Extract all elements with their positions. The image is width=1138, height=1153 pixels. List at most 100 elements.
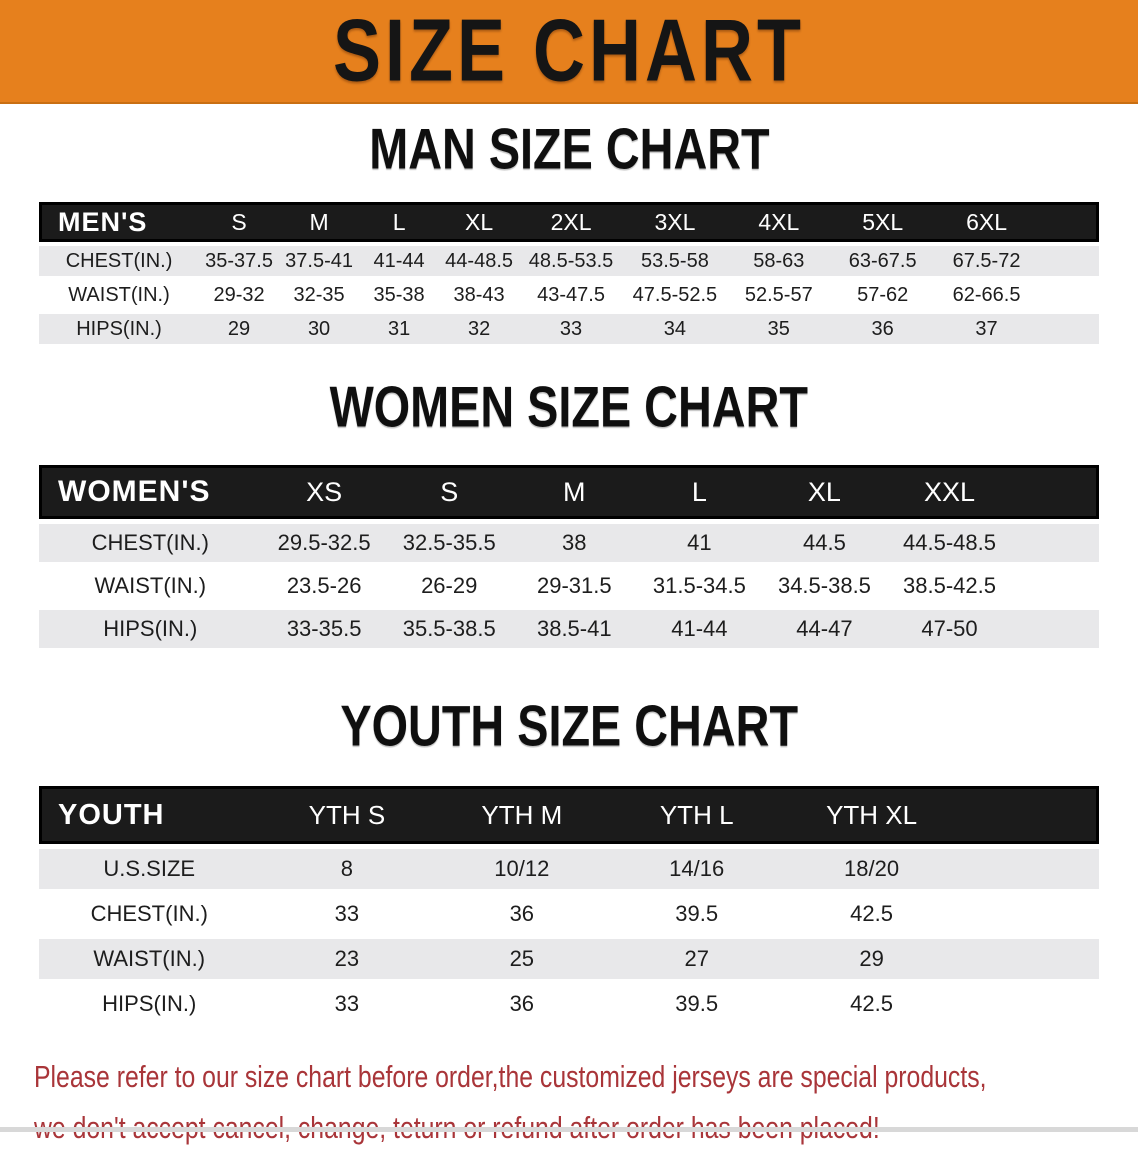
row-spacer [959,894,1099,934]
size-column-header: YTH L [609,786,785,844]
size-value: 23 [259,939,435,979]
measurement-row: WAIST(IN.) 23.5-26 26-29 29-31.5 31.5-34.5 34… [39,567,1099,605]
row-label: WAIST(IN.) [39,567,262,605]
disclaimer-line-1: Please refer to our size chart before or… [34,1059,987,1094]
youth-table-body: U.S.SIZE 8 10/12 14/16 18/20 CHEST(IN.) 33 36 39… [39,849,1099,1024]
men-heading-text: MAN SIZE CHART [368,118,770,182]
size-column-header: 4XL [726,202,831,242]
size-value: 23.5-26 [261,567,387,605]
size-value: 38.5-42.5 [886,567,1013,605]
size-value: 44.5-48.5 [886,524,1013,562]
women-section: WOMEN SIZE CHART WOMEN'S XS S M L XL XXL CHEST… [0,376,1138,653]
row-label: HIPS(IN.) [39,984,260,1024]
row-spacer [959,939,1099,979]
size-value: 44-48.5 [439,246,520,276]
row-label: U.S.SIZE [39,849,260,889]
size-column-header: XL [761,465,887,519]
size-value: 67.5-72 [934,246,1039,276]
size-value: 42.5 [784,894,960,934]
size-value: 25 [434,939,610,979]
bottom-strip [0,1127,1138,1132]
size-value: 38 [511,524,637,562]
women-size-table: WOMEN'S XS S M L XL XXL CHEST(IN.) 29.5-32.5 32.… [39,460,1099,653]
men-header-row: MEN'S S M L XL 2XL 3XL 4XL 5XL 6XL [39,202,1099,242]
size-column-header: XL [439,202,520,242]
size-column-header: YTH XL [784,786,960,844]
size-column-header: YTH S [259,786,435,844]
size-value: 31 [359,314,440,344]
row-spacer [959,849,1099,889]
banner: SIZE CHART [0,0,1138,104]
women-section-heading: WOMEN SIZE CHART [0,376,1138,440]
youth-section-heading: YOUTH SIZE CHART [0,695,1138,759]
size-value: 42.5 [784,984,960,1024]
measurement-row: U.S.SIZE 8 10/12 14/16 18/20 [39,849,1099,889]
size-value: 35-38 [359,280,440,310]
size-value: 10/12 [434,849,610,889]
size-value: 8 [259,849,435,889]
size-column-header: L [359,202,440,242]
size-column-header: XXL [886,465,1013,519]
row-label: CHEST(IN.) [39,894,260,934]
measurement-row: CHEST(IN.) 29.5-32.5 32.5-35.5 38 41 44.5 44.5… [39,524,1099,562]
size-value: 37.5-41 [279,246,360,276]
size-value: 35 [726,314,831,344]
women-header-row: WOMEN'S XS S M L XL XXL [39,465,1099,519]
size-value: 37 [934,314,1039,344]
row-label: WAIST(IN.) [39,280,200,310]
size-value: 44-47 [761,610,887,648]
measurement-row: CHEST(IN.) 35-37.5 37.5-41 41-44 44-48.5 48.5… [39,246,1099,276]
size-value: 36 [434,894,610,934]
row-spacer [1012,567,1099,605]
row-spacer [1038,280,1099,310]
size-column-header: S [199,202,280,242]
size-column-header: 6XL [934,202,1039,242]
table-group-label: MEN'S [39,202,200,242]
size-value: 31.5-34.5 [636,567,762,605]
row-spacer [1038,314,1099,344]
size-column-header: XS [261,465,387,519]
row-spacer [1012,524,1099,562]
size-column-header: M [511,465,637,519]
size-value: 33 [259,894,435,934]
size-value: 57-62 [830,280,935,310]
size-value: 53.5-58 [622,246,727,276]
men-table-body: CHEST(IN.) 35-37.5 37.5-41 41-44 44-48.5 48.5… [39,246,1099,344]
men-size-table: MEN'S S M L XL 2XL 3XL 4XL 5XL 6XL CHEST(IN.) 35-3… [39,198,1099,348]
size-value: 30 [279,314,360,344]
women-table-body: CHEST(IN.) 29.5-32.5 32.5-35.5 38 41 44.5 44.5… [39,524,1099,648]
size-value: 44.5 [761,524,887,562]
size-value: 58-63 [726,246,831,276]
size-value: 47.5-52.5 [622,280,727,310]
size-value: 32 [439,314,520,344]
size-value: 41-44 [636,610,762,648]
size-value: 52.5-57 [726,280,831,310]
size-value: 32.5-35.5 [386,524,512,562]
size-value: 14/16 [609,849,785,889]
size-value: 33 [259,984,435,1024]
size-column-header: YTH M [434,786,610,844]
row-spacer [1038,246,1099,276]
row-label: CHEST(IN.) [39,246,200,276]
row-spacer [1012,610,1099,648]
size-value: 33-35.5 [261,610,387,648]
header-spacer [1012,465,1099,519]
measurement-row: WAIST(IN.) 23 25 27 29 [39,939,1099,979]
size-value: 41-44 [359,246,440,276]
row-label: HIPS(IN.) [39,610,262,648]
size-value: 33 [519,314,623,344]
size-value: 35-37.5 [199,246,280,276]
size-value: 39.5 [609,984,785,1024]
size-value: 29 [199,314,280,344]
youth-header-row: YOUTH YTH S YTH M YTH L YTH XL [39,786,1099,844]
women-heading-text: WOMEN SIZE CHART [329,376,809,440]
table-group-label: YOUTH [39,786,260,844]
size-value: 47-50 [886,610,1013,648]
size-value: 63-67.5 [830,246,935,276]
size-value: 18/20 [784,849,960,889]
size-value: 39.5 [609,894,785,934]
header-spacer [1038,202,1099,242]
size-value: 36 [434,984,610,1024]
measurement-row: CHEST(IN.) 33 36 39.5 42.5 [39,894,1099,934]
